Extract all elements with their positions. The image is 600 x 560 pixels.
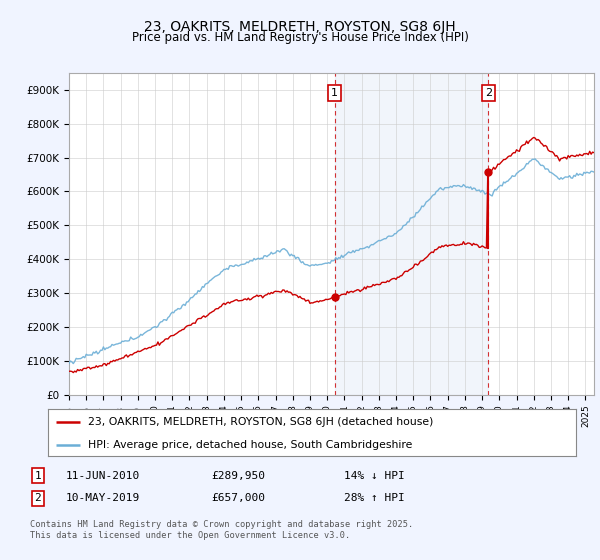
Text: 28% ↑ HPI: 28% ↑ HPI xyxy=(344,493,405,503)
Text: 1: 1 xyxy=(34,470,41,480)
Text: 23, OAKRITS, MELDRETH, ROYSTON, SG8 6JH: 23, OAKRITS, MELDRETH, ROYSTON, SG8 6JH xyxy=(144,20,456,34)
Text: 10-MAY-2019: 10-MAY-2019 xyxy=(65,493,140,503)
Text: 23, OAKRITS, MELDRETH, ROYSTON, SG8 6JH (detached house): 23, OAKRITS, MELDRETH, ROYSTON, SG8 6JH … xyxy=(88,417,433,427)
Text: Price paid vs. HM Land Registry's House Price Index (HPI): Price paid vs. HM Land Registry's House … xyxy=(131,31,469,44)
Text: 2: 2 xyxy=(34,493,41,503)
Text: 11-JUN-2010: 11-JUN-2010 xyxy=(65,470,140,480)
Text: £289,950: £289,950 xyxy=(212,470,266,480)
Text: Contains HM Land Registry data © Crown copyright and database right 2025.
This d: Contains HM Land Registry data © Crown c… xyxy=(29,520,413,540)
Text: 1: 1 xyxy=(331,88,338,98)
Text: 14% ↓ HPI: 14% ↓ HPI xyxy=(344,470,405,480)
Text: 2: 2 xyxy=(485,88,492,98)
Text: £657,000: £657,000 xyxy=(212,493,266,503)
Text: HPI: Average price, detached house, South Cambridgeshire: HPI: Average price, detached house, Sout… xyxy=(88,440,412,450)
Bar xyxy=(335,73,488,395)
